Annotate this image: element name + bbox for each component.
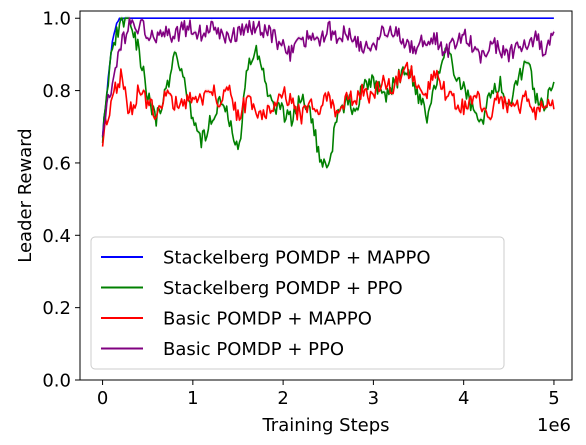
x-tick-label: 2 (277, 388, 288, 409)
series-line-3 (101, 61, 555, 147)
legend-box (90, 236, 505, 370)
x-tick-label: 3 (368, 388, 379, 409)
x-axis: 0 1 2 3 4 5 (97, 380, 560, 409)
legend-entry-label: Stackelberg POMDP + PPO (163, 278, 403, 299)
x-tick-label: 5 (548, 388, 559, 409)
legend-entry-label: Stackelberg POMDP + MAPPO (163, 248, 431, 269)
y-tick-label: 0.0 (42, 371, 71, 392)
plot-area (101, 15, 555, 171)
y-axis-label: Leader Reward (15, 128, 36, 262)
legend-entry-label: Basic POMDP + MAPPO (163, 309, 372, 330)
legend-entry-label: Basic POMDP + PPO (163, 339, 344, 360)
y-tick-label: 0.2 (42, 298, 71, 319)
legend: Stackelberg POMDP + MAPPO Stackelberg POM… (90, 236, 505, 370)
series-line-1 (101, 17, 554, 138)
x-axis-label: Training Steps (261, 415, 389, 436)
series-line-2 (101, 17, 555, 169)
x-tick-label: 0 (97, 388, 108, 409)
y-tick-label: 0.4 (42, 226, 71, 247)
x-tick-label: 1 (187, 388, 198, 409)
series-line-4 (101, 17, 555, 136)
x-tick-label: 4 (458, 388, 469, 409)
plot-frame (79, 10, 573, 381)
y-tick-label: 0.6 (42, 153, 71, 174)
y-tick-label: 1.0 (42, 9, 71, 30)
x-axis-offset-label: 1e6 (537, 415, 571, 436)
y-axis: 0.0 0.2 0.4 0.6 0.8 1.0 (42, 9, 80, 392)
y-tick-label: 0.8 (42, 81, 71, 102)
